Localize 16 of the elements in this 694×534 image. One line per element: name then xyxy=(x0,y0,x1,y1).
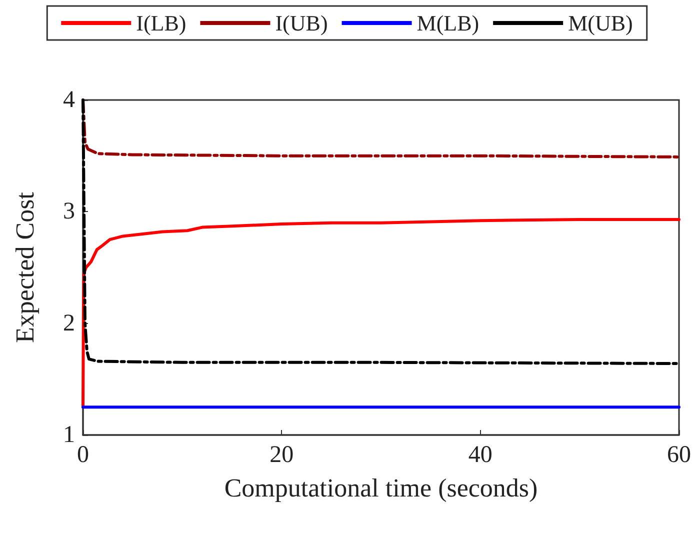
legend-label: I(UB) xyxy=(275,10,328,36)
legend-label: M(UB) xyxy=(568,10,633,36)
x-axis-title: Computational time (seconds) xyxy=(224,474,538,502)
x-tick-label: 40 xyxy=(468,442,492,468)
legend-label: I(LB) xyxy=(136,10,186,36)
legend-label: M(LB) xyxy=(416,10,480,36)
y-tick-label: 1 xyxy=(63,422,75,448)
x-tick-label: 0 xyxy=(77,442,89,468)
x-tick-label: 60 xyxy=(667,442,691,468)
y-tick-label: 2 xyxy=(63,310,75,336)
line-series xyxy=(82,218,680,409)
line-series xyxy=(82,98,680,366)
y-tick-label: 3 xyxy=(63,198,75,225)
y-axis-title: Expected Cost xyxy=(10,191,40,343)
y-tick-label: 4 xyxy=(63,87,75,113)
x-tick-label: 20 xyxy=(270,442,294,468)
